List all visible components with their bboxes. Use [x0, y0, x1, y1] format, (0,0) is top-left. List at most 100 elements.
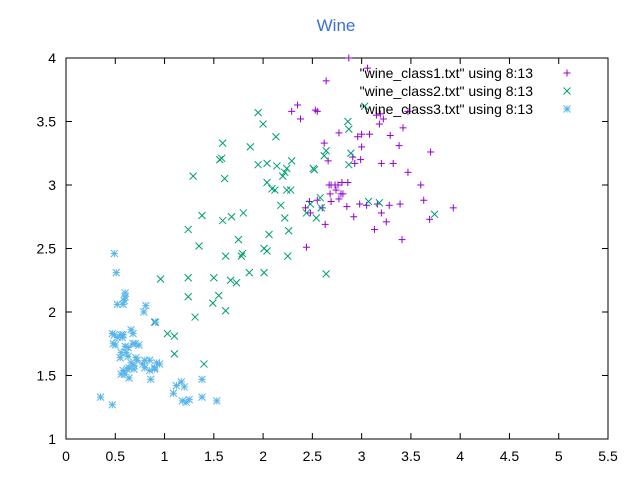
x-tick-label: 3.5 — [401, 448, 421, 464]
data-point — [155, 360, 164, 368]
data-point — [218, 139, 227, 147]
x-tick-label: 2 — [259, 448, 267, 464]
data-point — [310, 165, 319, 174]
data-point — [268, 184, 276, 193]
data-point — [377, 159, 385, 167]
data-point — [284, 226, 293, 235]
data-point — [366, 130, 374, 138]
data-point — [377, 209, 385, 217]
data-point — [356, 200, 364, 208]
data-point — [316, 193, 325, 202]
data-point — [118, 333, 127, 342]
data-point — [146, 375, 155, 384]
data-point — [306, 209, 314, 217]
data-point — [360, 102, 369, 111]
y-tick-label: 3 — [48, 177, 56, 193]
data-point — [357, 156, 365, 164]
data-point — [282, 164, 291, 173]
data-point — [385, 201, 393, 209]
data-point — [113, 300, 122, 309]
data-point — [263, 178, 271, 187]
legend-label: "wine_class1.txt" using 8:13 — [360, 65, 534, 81]
data-point — [302, 243, 310, 251]
data-point — [232, 278, 241, 287]
data-point — [404, 168, 412, 176]
data-point — [287, 157, 296, 165]
data-point — [395, 142, 403, 150]
data-point — [145, 356, 154, 365]
data-point — [119, 300, 128, 309]
data-point — [318, 204, 326, 212]
data-point — [239, 209, 248, 217]
series-class3 — [96, 249, 221, 409]
data-point — [376, 110, 384, 118]
data-point — [345, 54, 353, 62]
data-point — [278, 172, 287, 180]
data-point — [396, 200, 404, 208]
y-tick-label: 1.5 — [37, 368, 57, 384]
data-point — [218, 216, 227, 225]
data-point — [209, 273, 218, 282]
data-point — [170, 350, 179, 358]
data-point — [214, 291, 223, 300]
data-point — [226, 276, 235, 285]
data-point — [135, 341, 143, 349]
y-tick-label: 2.5 — [37, 241, 57, 257]
data-point — [344, 178, 352, 186]
data-point — [130, 365, 138, 374]
data-point — [234, 235, 243, 244]
data-point — [375, 120, 383, 128]
data-point — [263, 159, 271, 168]
legend-label: "wine_class2.txt" using 8:13 — [360, 83, 534, 99]
data-point — [426, 215, 434, 223]
data-point — [156, 275, 165, 283]
data-point — [129, 339, 137, 348]
data-point — [382, 218, 390, 226]
data-point — [246, 143, 255, 151]
x-tick-label: 1 — [161, 448, 169, 464]
data-point — [364, 64, 372, 72]
data-point — [288, 107, 296, 115]
data-point — [108, 400, 117, 409]
data-point — [321, 220, 329, 228]
data-point — [398, 236, 406, 244]
data-point — [227, 212, 236, 221]
y-tick-label: 1 — [48, 431, 56, 447]
data-point — [370, 225, 378, 233]
data-point — [332, 186, 340, 194]
y-tick-label: 2 — [48, 304, 56, 320]
data-point — [280, 214, 289, 222]
x-tick-label: 5.5 — [598, 448, 618, 464]
data-point — [420, 196, 428, 204]
data-point — [221, 306, 230, 315]
x-tick-label: 2.5 — [303, 448, 323, 464]
data-point — [337, 190, 345, 198]
chart-title: Wine — [317, 16, 356, 35]
data-point — [280, 168, 289, 177]
legend-marker — [563, 105, 571, 113]
data-point — [198, 393, 206, 401]
data-point — [198, 211, 206, 220]
data-point — [273, 162, 281, 170]
data-point — [322, 77, 330, 85]
data-point — [185, 395, 194, 404]
data-point — [404, 107, 412, 115]
data-point — [302, 209, 311, 217]
data-point — [344, 125, 353, 133]
data-point — [263, 247, 271, 255]
data-point — [184, 225, 193, 234]
data-point — [327, 198, 335, 206]
data-point — [449, 204, 457, 212]
data-point — [254, 160, 263, 169]
data-point — [343, 117, 352, 126]
y-tick-label: 3.5 — [37, 114, 57, 130]
data-point — [312, 214, 321, 222]
data-point — [151, 318, 160, 327]
x-tick-label: 4.5 — [500, 448, 520, 464]
data-point — [96, 393, 105, 401]
data-point — [322, 270, 331, 278]
data-point — [217, 154, 226, 163]
data-point — [169, 389, 178, 398]
data-point — [195, 242, 203, 250]
